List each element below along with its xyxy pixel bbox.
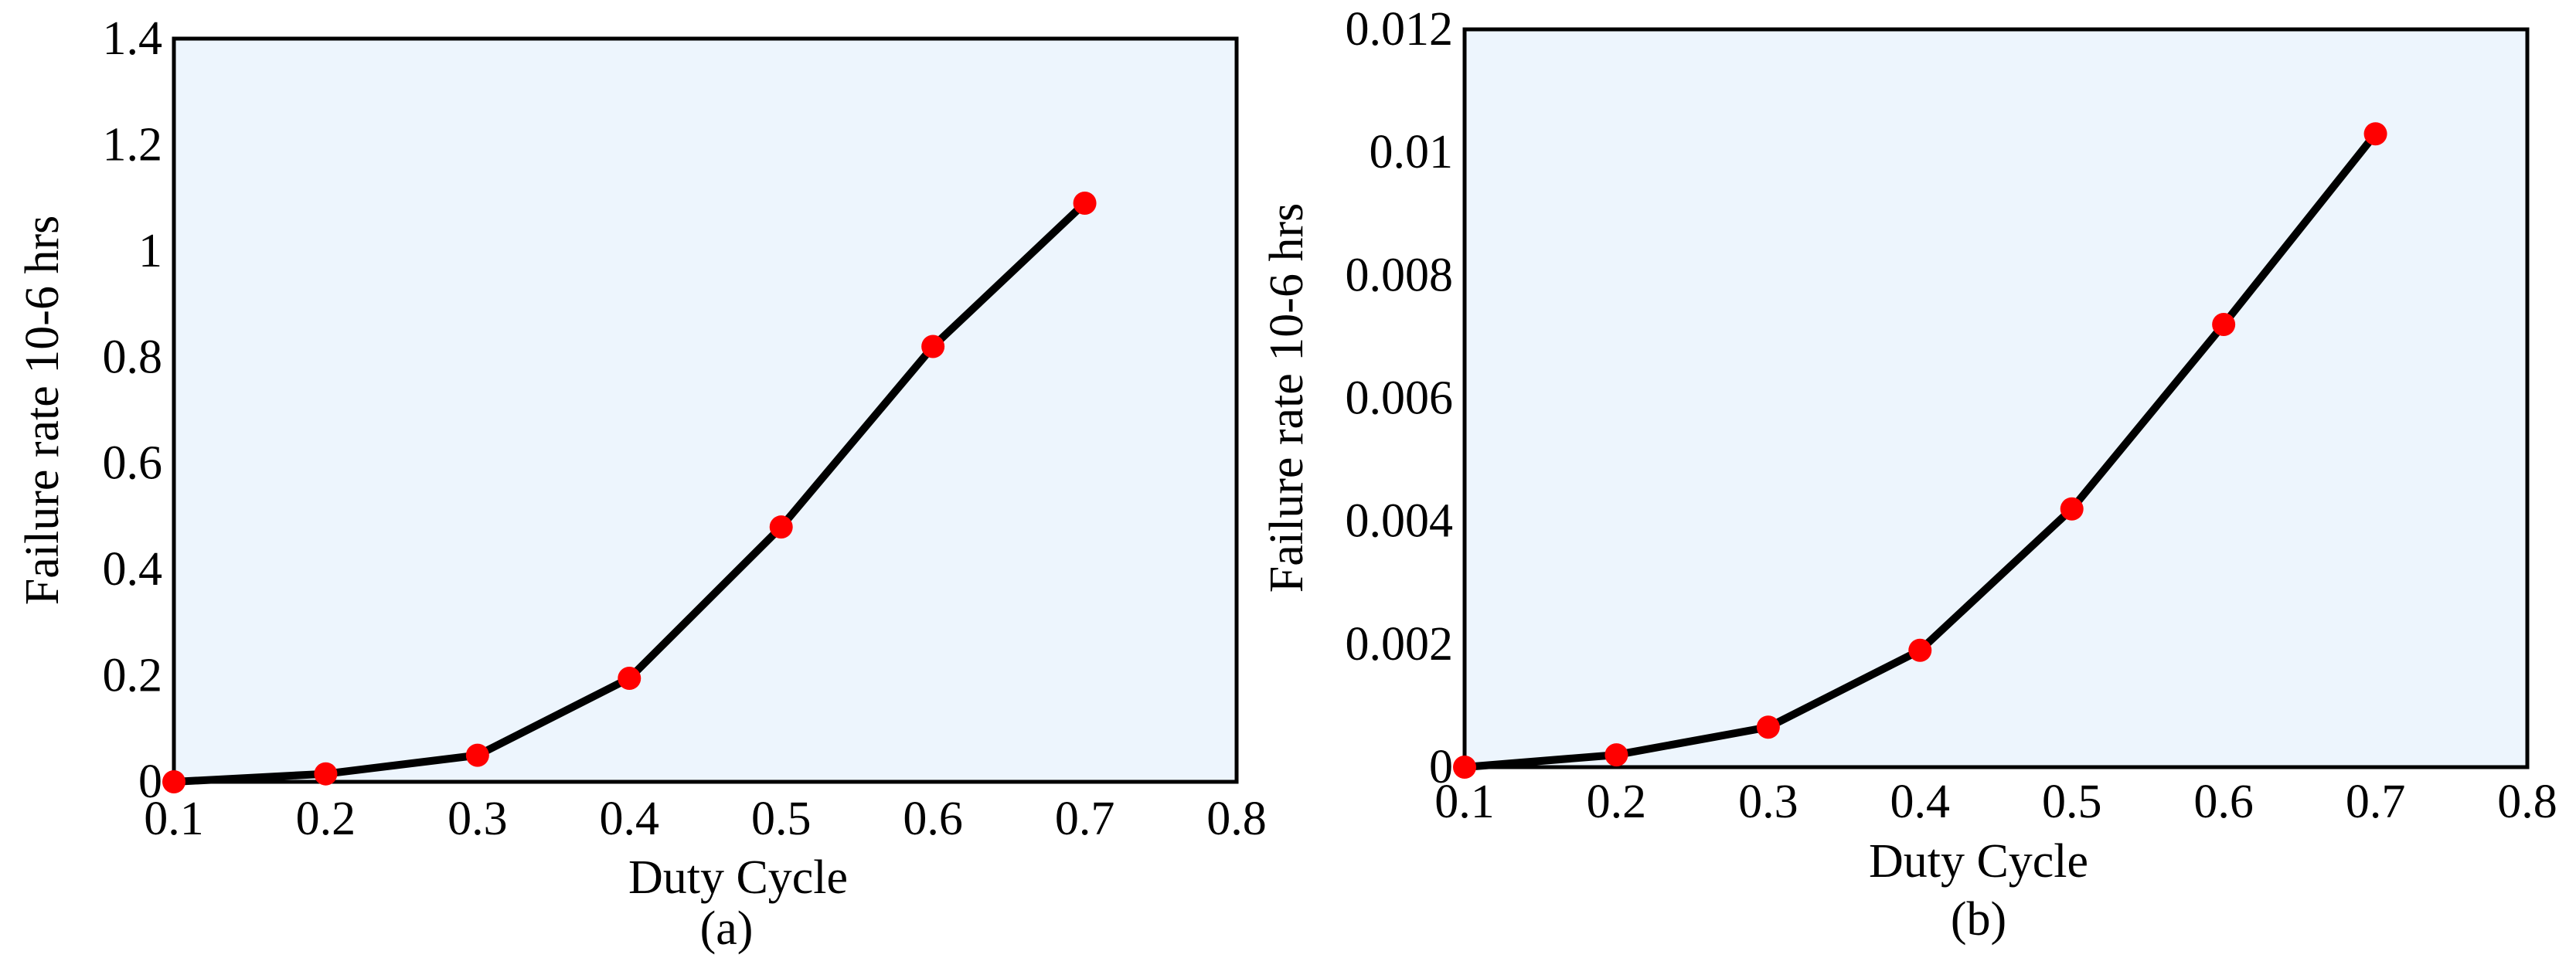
x-tick-label: 0.3 (447, 793, 508, 845)
x-tick-label: 0.6 (2193, 776, 2254, 828)
data-point (2363, 122, 2387, 146)
x-tick-label: 0.5 (751, 793, 812, 845)
caption-b: (b) (1951, 893, 2006, 946)
data-point (2212, 313, 2236, 336)
chart-a: 00.20.40.60.811.21.4 0.1 0.2 0.3 0.4 0.5 0.6 0… (16, 12, 1267, 955)
plot-area-a (172, 36, 1239, 784)
x-axis-title-b: Duty Cycle (1869, 835, 2088, 888)
x-tick-label: 0.4 (600, 793, 660, 845)
data-point (1073, 192, 1097, 216)
data-point (314, 762, 338, 786)
series-b (1453, 122, 2387, 779)
x-tick-labels-b: 0.1 0.2 0.3 0.4 0.5 0.6 0.7 0.8 (1434, 776, 2557, 828)
y-tick-label: 0.6 (103, 437, 163, 490)
chart-b: 0 0.002 0.004 0.006 0.008 0.01 0.012 0.1 0.2 0.3… (1261, 3, 2557, 946)
y-tick-label: 0.4 (103, 543, 163, 596)
x-axis-title-a: Duty Cycle (628, 851, 848, 904)
y-tick-label: 0.008 (1346, 249, 1454, 301)
y-tick-label: 0 (1429, 741, 1453, 793)
x-tick-label: 0.6 (903, 793, 963, 845)
caption-a: (a) (700, 902, 754, 955)
y-tick-label: 0 (138, 756, 162, 808)
data-point (1908, 638, 1932, 662)
x-tick-label: 0.7 (1055, 793, 1115, 845)
y-tick-label: 1.4 (103, 12, 163, 65)
x-tick-label: 0.7 (2346, 776, 2406, 828)
x-tick-label: 0.2 (296, 793, 356, 845)
y-tick-label: 0.8 (103, 331, 163, 383)
x-tick-label: 0.3 (1738, 776, 1798, 828)
x-tick-labels-a: 0.1 0.2 0.3 0.4 0.5 0.6 0.7 0.8 (144, 793, 1267, 845)
y-tick-label: 0.2 (103, 650, 163, 702)
y-tick-label: 0.006 (1346, 372, 1454, 425)
data-point (1756, 715, 1780, 739)
x-tick-label: 0.5 (2042, 776, 2102, 828)
data-point (921, 335, 945, 358)
x-tick-label: 0.1 (1434, 776, 1495, 828)
y-tick-label: 0.002 (1346, 618, 1454, 671)
x-tick-label: 0.2 (1587, 776, 1647, 828)
y-tick-labels-b: 0 0.002 0.004 0.006 0.008 0.01 0.012 (1346, 3, 1454, 793)
x-tick-label: 0.8 (2497, 776, 2557, 828)
plot-area-b (1462, 27, 2530, 769)
data-point (1453, 756, 1476, 779)
y-tick-label: 0.004 (1346, 495, 1454, 548)
data-point (1604, 743, 1628, 767)
data-point (2060, 497, 2084, 521)
data-point (769, 515, 793, 539)
x-tick-label: 0.8 (1206, 793, 1267, 845)
x-tick-label: 0.1 (144, 793, 204, 845)
x-tick-label: 0.4 (1890, 776, 1951, 828)
y-tick-label: 1 (138, 225, 162, 277)
y-tick-label: 1.2 (103, 118, 163, 171)
data-point (618, 667, 641, 691)
y-tick-labels-a: 0 0.2 0.4 0.6 0.8 1 1.2 1.4 (103, 12, 163, 808)
y-axis-title-a: Failure rate 10-6 hrs (16, 216, 69, 605)
y-axis-title-b: Failure rate 10-6 hrs (1261, 203, 1313, 593)
data-point (465, 743, 489, 767)
y-tick-label: 0.01 (1370, 126, 1454, 178)
y-tick-label: 0.012 (1346, 3, 1454, 56)
data-point (162, 770, 185, 793)
series-a (162, 192, 1097, 793)
